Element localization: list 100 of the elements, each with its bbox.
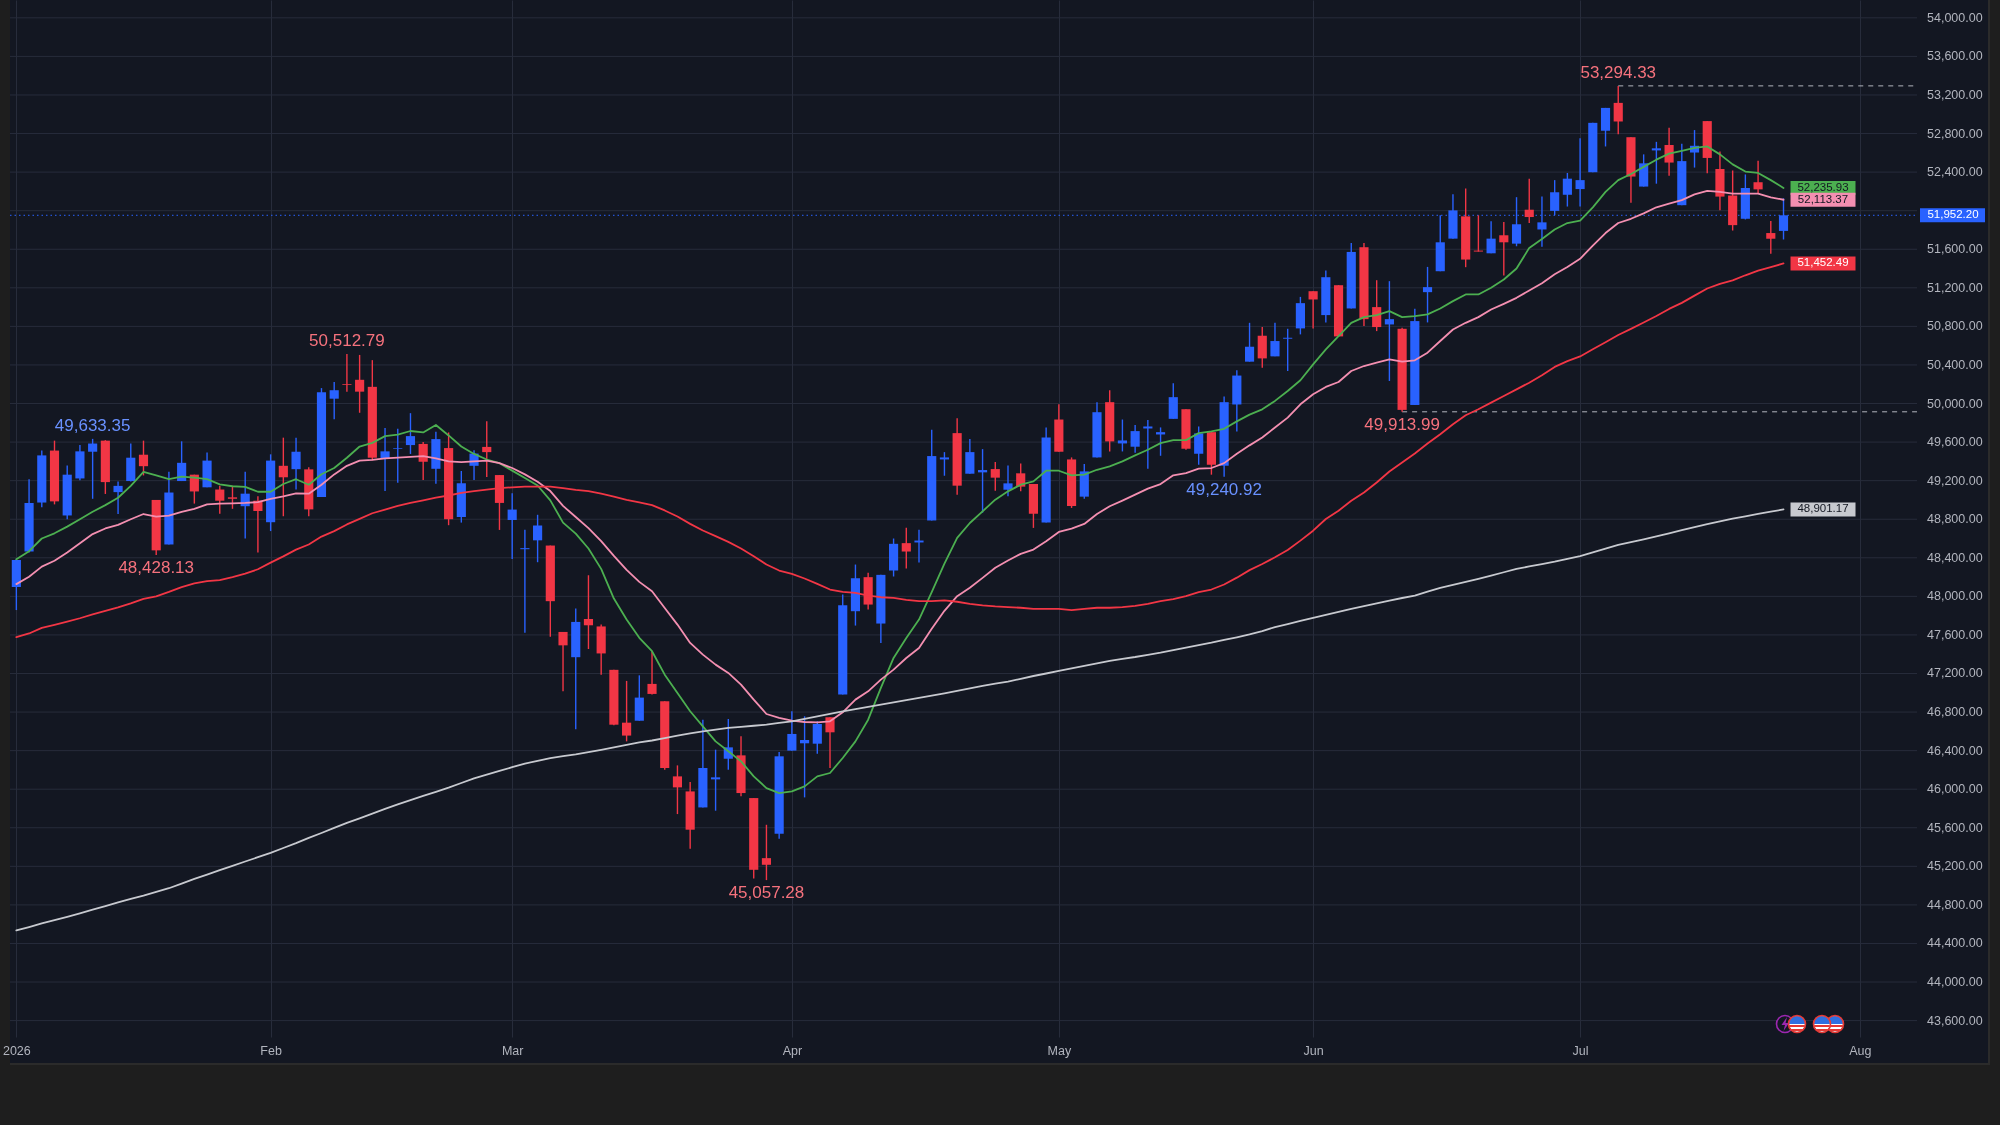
candlestick: [1244, 322, 1255, 363]
y-tick-label: 51,200.00: [1927, 280, 1983, 295]
candlestick: [1753, 160, 1763, 195]
candlestick: [558, 631, 568, 693]
annotation: 49,913.99: [1364, 414, 1440, 434]
y-tick-label: 50,400.00: [1927, 357, 1983, 372]
candlestick: [278, 436, 288, 517]
y-tick-label: 50,000.00: [1927, 396, 1983, 411]
x-tick-label: Apr: [782, 1043, 803, 1058]
x-tick-label: Mar: [501, 1043, 524, 1058]
y-tick-label: 49,600.00: [1927, 435, 1983, 450]
candlestick: [88, 438, 98, 500]
annotation: 49,633.35: [54, 415, 131, 435]
candlestick: [1257, 326, 1267, 369]
line-series: [15, 262, 1785, 639]
y-tick-label: 43,600.00: [1927, 1013, 1983, 1028]
candlestick: [227, 485, 238, 510]
candlestick: [126, 442, 136, 483]
candlestick: [355, 354, 365, 414]
y-tick-label: 52,800.00: [1927, 126, 1983, 141]
candlestick: [1562, 172, 1572, 208]
candlestick: [507, 492, 517, 560]
line-series: [15, 508, 1785, 932]
candlestick: [1766, 220, 1776, 255]
y-tick-label: 50,800.00: [1927, 319, 1983, 334]
candlestick: [1270, 322, 1280, 358]
candlestick: [1016, 462, 1026, 493]
data-label: 48,901.17: [1797, 502, 1849, 515]
candlestick: [1117, 418, 1127, 453]
y-tick-label: 48,400.00: [1927, 550, 1983, 565]
candlestick: [990, 461, 1000, 492]
annotation: 50,512.79: [309, 331, 385, 351]
candlestick: [380, 427, 390, 492]
y-tick-label: 45,600.00: [1927, 820, 1983, 835]
candlestick: [533, 514, 543, 563]
y-tick-label: 54,000.00: [1927, 10, 1983, 25]
candlestick: [1651, 141, 1661, 185]
candlestick: [1613, 85, 1623, 136]
candlestick: [1639, 153, 1649, 188]
candlestick: [482, 420, 492, 478]
candlestick: [1422, 266, 1433, 324]
candlestick: [1143, 419, 1153, 470]
candlestick: [1372, 279, 1382, 332]
y-tick-label: 44,000.00: [1927, 975, 1983, 990]
y-tick-label: 45,200.00: [1927, 859, 1983, 874]
y-tick-label: 48,000.00: [1927, 589, 1983, 604]
data-label: 52,235.93: [1797, 180, 1849, 193]
candlestick: [761, 824, 772, 881]
y-tick-label: 46,400.00: [1927, 743, 1983, 758]
y-tick-label: 46,000.00: [1927, 782, 1983, 797]
candlestick: [215, 485, 225, 515]
x-tick-label: May: [1047, 1043, 1072, 1058]
annotation: 53,294.33: [1580, 62, 1657, 82]
y-tick-label: 44,800.00: [1927, 897, 1983, 912]
candlestick: [787, 710, 797, 752]
candlestick: [1194, 425, 1204, 466]
y-tick-label: 48,800.00: [1927, 512, 1983, 527]
candlestick: [405, 412, 416, 455]
y-tick-label: 46,800.00: [1927, 705, 1983, 720]
x-tick-label: Aug: [1849, 1043, 1872, 1058]
y-tick-label: 49,200.00: [1927, 473, 1983, 488]
candlestick: [583, 574, 594, 650]
candlestick: [1283, 328, 1293, 372]
y-tick-label: 53,200.00: [1927, 87, 1983, 102]
y-tick-label: 53,600.00: [1927, 49, 1983, 64]
x-tick-label: 2026: [2, 1043, 31, 1058]
candlestick: [1308, 290, 1318, 330]
x-tick-label: Jul: [1572, 1043, 1589, 1058]
candlestick: [1664, 127, 1674, 177]
candlestick: [393, 428, 403, 484]
annotation: 49,240.92: [1186, 479, 1262, 499]
y-tick-label: 51,600.00: [1927, 242, 1983, 257]
candlestick: [1473, 214, 1483, 253]
candlestick: [672, 764, 683, 815]
candlestick: [113, 480, 123, 515]
candlestick: [622, 680, 632, 743]
candlestick: [1524, 178, 1534, 224]
candlestick: [329, 381, 339, 420]
candlestick: [711, 748, 721, 812]
candlestick: [342, 353, 352, 393]
candlestick: [965, 438, 975, 475]
candlestick: [812, 720, 822, 755]
candlestick: [138, 439, 149, 477]
y-tick-label: 52,400.00: [1927, 165, 1983, 180]
data-label: 52,113.37: [1797, 192, 1849, 205]
candlestick: [1384, 280, 1394, 382]
candlestick: [1003, 464, 1013, 498]
data-label: 51,452.49: [1797, 256, 1849, 269]
candlestick: [634, 674, 644, 722]
candlestick: [647, 650, 657, 696]
candlestick: [825, 716, 835, 769]
candlestick: [291, 436, 301, 491]
y-tick-label: 44,400.00: [1927, 936, 1983, 951]
candlestick: [939, 451, 950, 477]
annotation: 48,428.13: [118, 558, 195, 578]
y-tick-label: 47,600.00: [1927, 627, 1983, 642]
candlestick: [800, 715, 810, 799]
annotation: 45,057.28: [728, 883, 805, 903]
candlestick: [1575, 137, 1585, 208]
candlestick: [1486, 220, 1496, 254]
